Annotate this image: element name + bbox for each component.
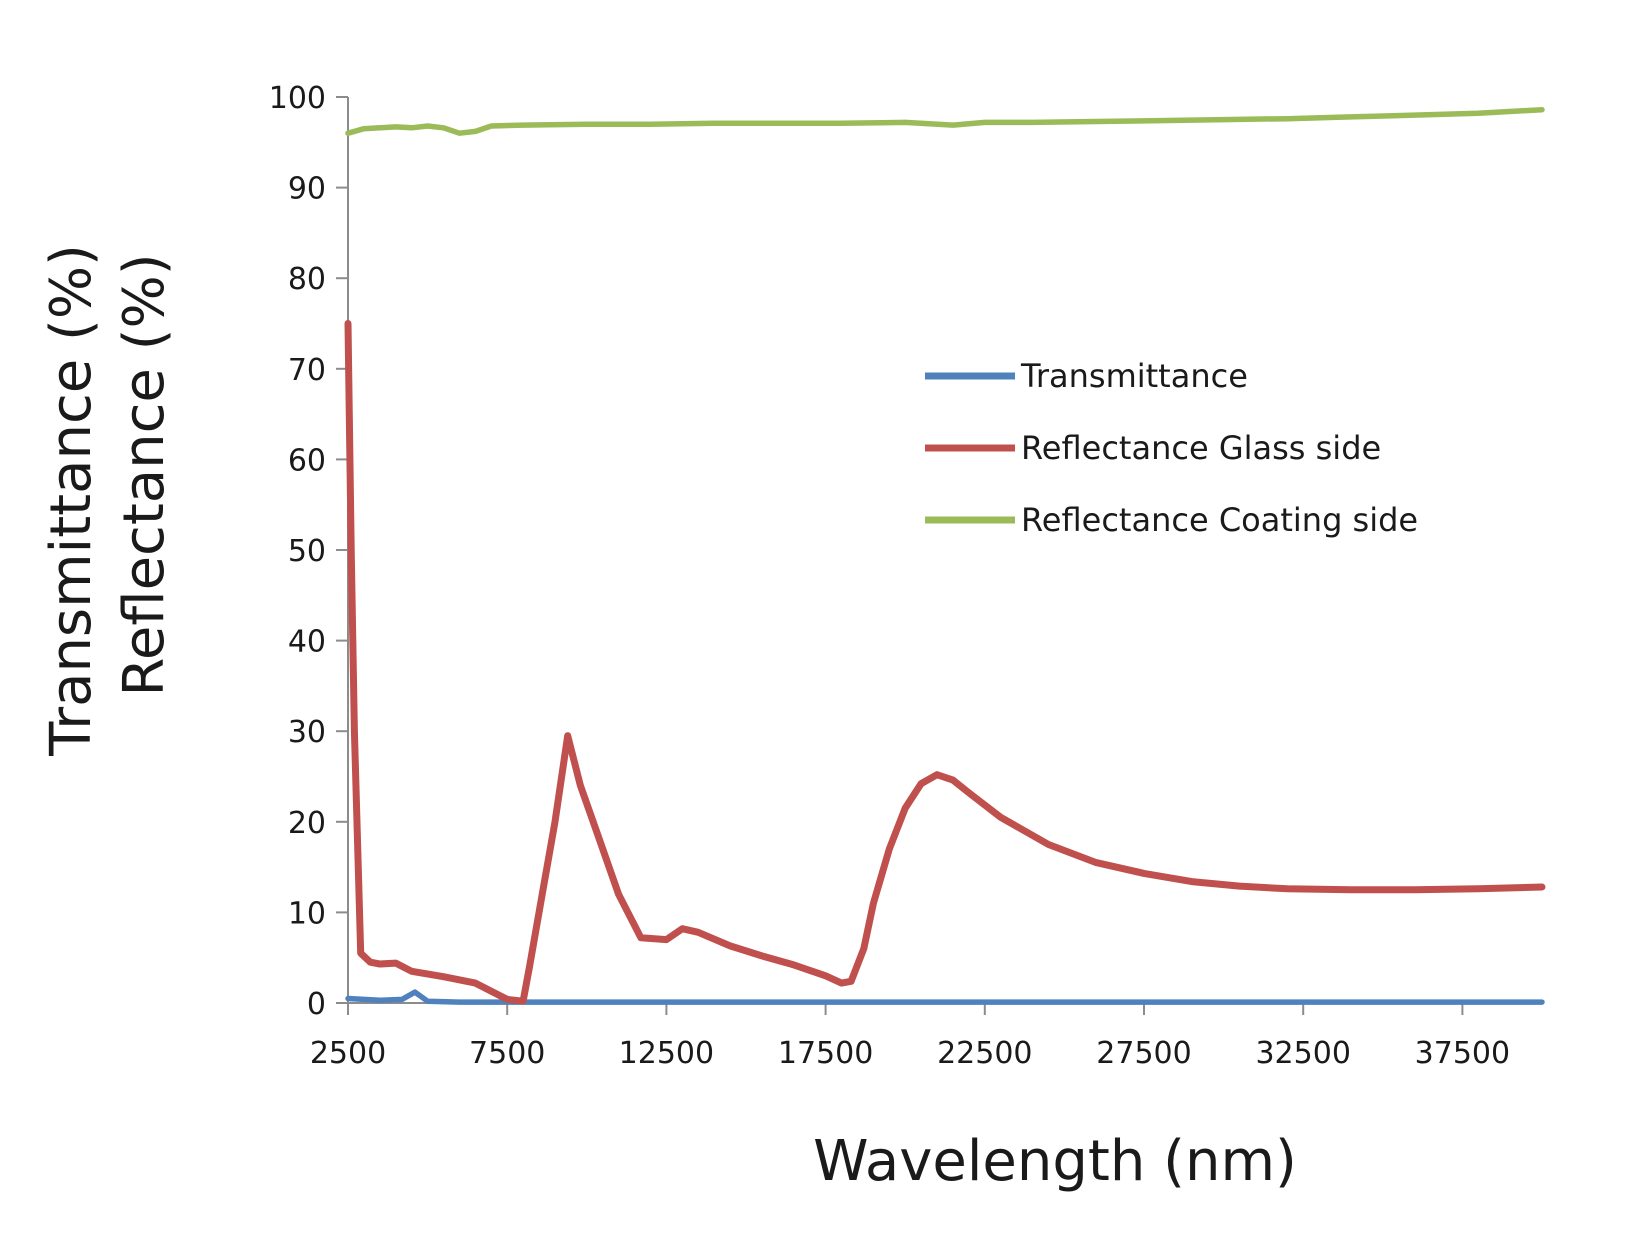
x-axis-title: Wavelength (nm) <box>813 1129 1297 1194</box>
y-tick-label: 90 <box>288 172 326 207</box>
y-tick-label: 50 <box>288 534 326 569</box>
x-tick-label: 2500 <box>310 1036 386 1071</box>
legend-label-transmittance: Transmittance <box>1020 357 1248 395</box>
x-tick-label: 17500 <box>778 1036 873 1071</box>
x-tick-label: 32500 <box>1255 1036 1350 1071</box>
x-tick-labels: 2500 7500 12500 17500 22500 27500 32500 37500 <box>310 1036 1510 1071</box>
x-tick-label: 27500 <box>1096 1036 1191 1071</box>
axes-layer <box>347 97 1542 1004</box>
series-layer <box>344 106 1546 1005</box>
y-tick-label: 70 <box>288 353 326 388</box>
y-tick-label: 100 <box>269 81 326 116</box>
series-line-reflectance-coating-side <box>345 106 1545 136</box>
legend-label-reflectance-coating-side: Reflectance Coating side <box>1021 501 1418 539</box>
x-tick-label: 22500 <box>937 1036 1032 1071</box>
y-tick-label: 20 <box>288 806 326 841</box>
series-line-transmittance <box>345 989 1545 1005</box>
x-tick-label: 12500 <box>619 1036 714 1071</box>
legend: Transmittance Reflectance Glass side Refle… <box>925 357 1418 539</box>
y-tick-labels: 0 10 20 30 40 50 60 70 80 90 100 <box>269 81 326 1022</box>
y-axis-title-reflectance: Reflectance (%) <box>112 253 177 696</box>
y-tick-label: 80 <box>288 262 326 297</box>
x-tick-label: 37500 <box>1415 1036 1510 1071</box>
series-line-reflectance-glass-side <box>344 320 1546 1005</box>
y-tick-label: 30 <box>288 715 326 750</box>
legend-label-reflectance-glass-side: Reflectance Glass side <box>1021 429 1381 467</box>
y-tick-label: 40 <box>288 625 326 660</box>
y-axis-title-transmittance: Transmittance (%) <box>39 244 104 757</box>
y-axis-ticks-layer <box>336 96 1464 1015</box>
x-tick-label: 7500 <box>469 1036 545 1071</box>
y-tick-label: 60 <box>288 443 326 478</box>
y-tick-label: 0 <box>307 987 326 1022</box>
y-tick-label: 10 <box>288 896 326 931</box>
